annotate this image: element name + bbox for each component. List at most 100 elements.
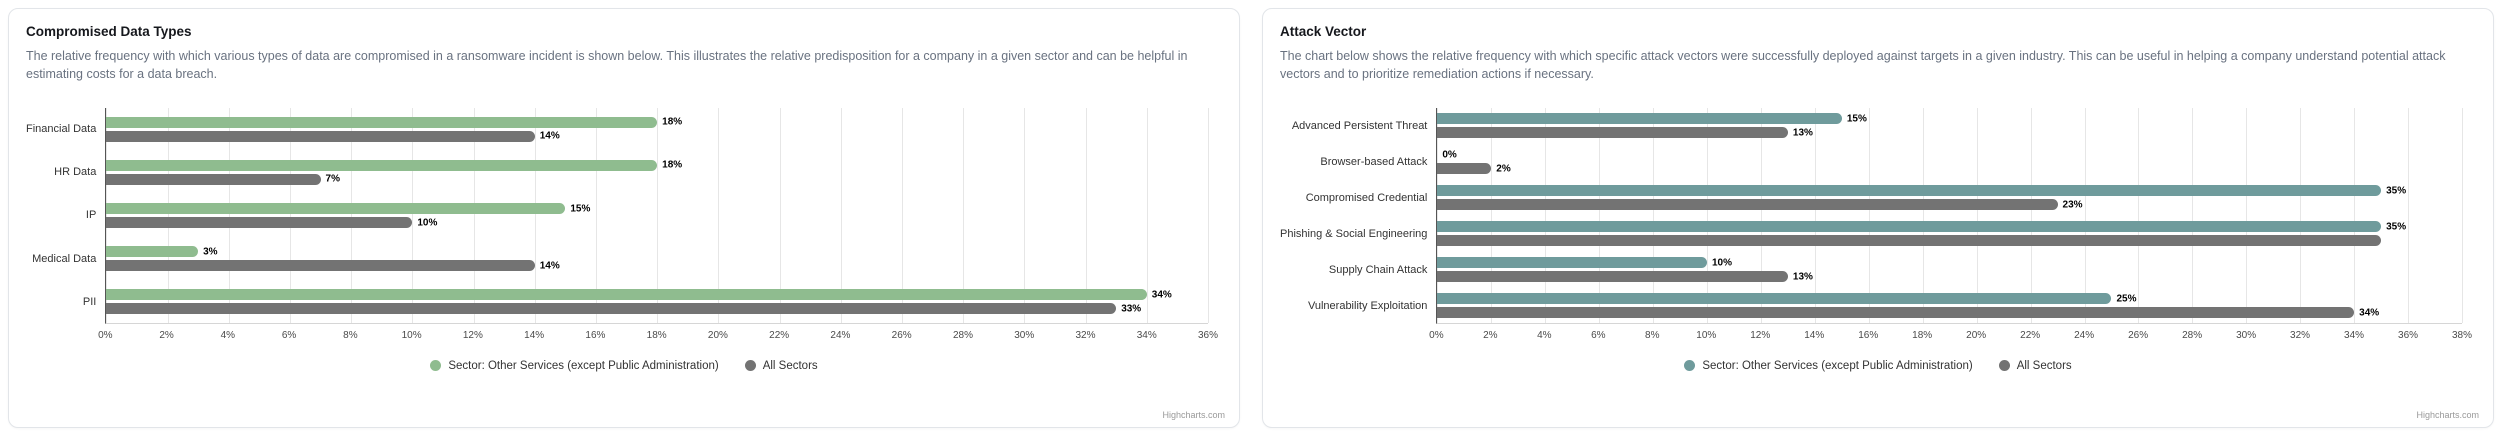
legend-item[interactable]: All Sectors (1998, 359, 2072, 372)
bar[interactable] (1437, 163, 1492, 174)
x-axis-tick-label: 8% (1645, 329, 1660, 341)
gridline (1707, 107, 1708, 323)
gridline (1922, 107, 1924, 323)
x-axis-tick-label: 20% (707, 329, 728, 341)
plot-column: 15% 13% 0% 2% 35% 23% 35% 10% 13% 25% 34% 0% 2% 4% 6% 8… (1429, 107, 2472, 346)
bar[interactable] (106, 260, 535, 272)
legend-marker-icon (744, 360, 756, 371)
category-axis: Financial Data HR Data IP Medical Data PII (26, 108, 105, 324)
bar-value-label: 13% (1792, 271, 1813, 282)
x-axis-tick-label: 10% (401, 329, 422, 341)
bar[interactable] (1437, 271, 1788, 282)
bar[interactable] (106, 116, 658, 128)
highcharts-credit-link[interactable]: Highcharts.com (1162, 410, 1225, 420)
gridline (1146, 107, 1148, 323)
attack-vector-chart: Advanced Persistent Threat Browser-based … (1280, 107, 2476, 372)
x-axis-tick-label: 30% (2236, 329, 2257, 341)
gridline (473, 107, 475, 323)
panel-attack-vector: Attack Vector The chart below shows the … (1262, 8, 2494, 428)
x-axis-tick-label: 2% (159, 329, 174, 341)
category-axis: Advanced Persistent Threat Browser-based … (1280, 108, 1436, 324)
legend-item[interactable]: Sector: Other Services (except Public Ad… (430, 360, 719, 372)
legend-item[interactable]: Sector: Other Services (except Public Ad… (1684, 359, 1973, 372)
bar[interactable] (106, 217, 413, 228)
bar[interactable] (1437, 307, 2355, 318)
compromised-data-types-chart: Financial Data HR Data IP Medical Data PII 18… (26, 107, 1222, 372)
x-axis-tick-label: 16% (585, 329, 606, 341)
gridline (1024, 107, 1026, 323)
category-label: Compromised Credential (1305, 191, 1428, 204)
gridline (2408, 107, 2410, 323)
bar[interactable] (1437, 257, 1707, 268)
x-axis-tick-label: 0% (98, 329, 113, 341)
bar-value-label: 7% (325, 173, 340, 185)
category-label: Phishing & Social Engineering (1280, 227, 1428, 240)
bar[interactable] (106, 246, 199, 258)
x-axis-tick-label: 14% (1804, 329, 1825, 341)
plot-area: 15% 13% 0% 2% 35% 23% 35% 10% 13% 25% 34% (1436, 107, 2463, 324)
x-axis-tick-label: 4% (1537, 329, 1552, 341)
bar-value-label: 14% (539, 260, 560, 272)
gridline (779, 107, 781, 323)
legend-label: All Sectors (2016, 359, 2072, 372)
bar[interactable] (106, 173, 321, 185)
legend-marker-icon (1684, 360, 1696, 371)
category-label: IP (85, 209, 97, 222)
x-axis-tick-label: 2% (1483, 329, 1498, 341)
gridline (1868, 107, 1870, 323)
bar[interactable] (1437, 199, 2058, 210)
gridline (1208, 107, 1209, 323)
legend-item[interactable]: All Sectors (744, 360, 818, 372)
bar[interactable] (1437, 235, 2382, 246)
bar-value-label: 10% (1712, 257, 1733, 268)
category-label: Advanced Persistent Threat (1291, 119, 1428, 132)
bar[interactable] (106, 303, 1117, 315)
legend-label: Sector: Other Services (except Public Ad… (1702, 359, 1973, 372)
bar-value-label: 35% (2386, 185, 2407, 196)
x-axis-tick-label: 32% (2290, 329, 2311, 341)
bar[interactable] (1437, 221, 2382, 232)
bar[interactable] (106, 203, 566, 214)
bar-value-label: 34% (2359, 307, 2380, 318)
gridline (534, 107, 536, 323)
panel-description: The relative frequency with which variou… (26, 49, 1188, 81)
x-axis-tick-label: 14% (524, 329, 545, 341)
bar[interactable] (106, 130, 535, 142)
category-label: Browser-based Attack (1320, 155, 1428, 168)
x-axis-tick-label: 24% (2074, 329, 2095, 341)
gridline (2192, 107, 2194, 323)
x-axis-tick-label: 16% (1858, 329, 1879, 341)
x-axis: 0% 2% 4% 6% 8% 10% 12% 14% 16% 18% 20% 22% 24% 26% 28%… (98, 324, 1218, 346)
gridline (1976, 107, 1978, 323)
x-axis-tick-label: 24% (830, 329, 851, 341)
x-axis-tick-label: 26% (891, 329, 912, 341)
bar[interactable] (1437, 113, 1842, 124)
panel-compromised-data-types: Compromised Data Types The relative freq… (8, 8, 1240, 428)
x-axis-tick-label: 30% (1014, 329, 1035, 341)
x-axis-tick-label: 4% (220, 329, 236, 341)
category-label: HR Data (54, 166, 97, 179)
x-axis-tick-label: 6% (281, 329, 297, 341)
bar[interactable] (106, 289, 1147, 301)
gridline (657, 107, 659, 323)
category-label: Financial Data (26, 123, 97, 136)
bar-value-label: 18% (662, 116, 683, 128)
gridline (2246, 107, 2248, 323)
x-axis-tick-label: 6% (1591, 329, 1606, 341)
panel-title: Attack Vector (1280, 24, 1367, 39)
x-axis-tick-label: 36% (1197, 329, 1219, 341)
bar[interactable] (1437, 293, 2112, 304)
gridline (1814, 107, 1816, 323)
bar[interactable] (106, 159, 658, 171)
bar-value-label: 15% (1846, 113, 1867, 124)
x-axis-tick-label: 20% (1966, 329, 1987, 341)
x-axis-tick-label: 26% (2128, 329, 2149, 341)
highcharts-credit-link[interactable]: Highcharts.com (2416, 410, 2479, 420)
bar-value-label: 18% (662, 159, 683, 171)
bar[interactable] (1437, 185, 2382, 196)
x-axis-tick-label: 34% (1136, 329, 1157, 341)
bar[interactable] (1437, 127, 1788, 138)
category-label: Medical Data (32, 252, 97, 265)
x-axis-tick-label: 0% (1429, 329, 1444, 341)
